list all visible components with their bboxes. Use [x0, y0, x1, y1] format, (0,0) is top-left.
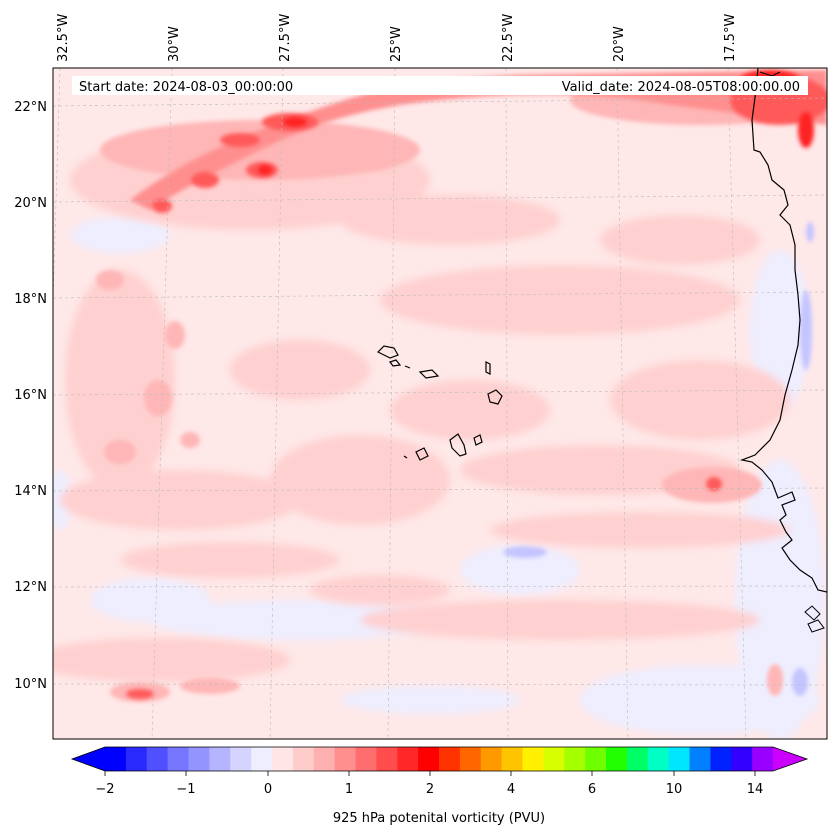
- cb-tick-label: 10: [666, 782, 683, 797]
- longitude-labels: 32.5°W 30°W 27.5°W 25°W 22.5°W 20°W 17.5…: [56, 14, 738, 62]
- colorbar-cell: [334, 747, 357, 771]
- lat-label-12n: 12°N: [14, 580, 47, 595]
- gridlines: [53, 68, 827, 739]
- africa-coastline: [739, 68, 827, 593]
- colorbar-cell: [272, 747, 294, 771]
- valid-date-box: [312, 76, 808, 95]
- cb-tick-label: 2: [426, 782, 434, 797]
- colorbar-cell: [480, 747, 503, 771]
- colorbar-cell: [251, 747, 273, 771]
- colorbar-cell: [543, 747, 565, 771]
- colorbar-extend-high: [773, 747, 807, 771]
- colorbar-cell: [313, 747, 336, 771]
- cb-tick-label: 14: [747, 782, 764, 797]
- colorbar-cell: [522, 747, 544, 771]
- colorbar-label: 925 hPa potenital vorticity (PVU): [333, 811, 545, 826]
- colorbar-cell: [292, 747, 315, 771]
- negative-strong-regions: [503, 222, 814, 696]
- light-positive-regions: [53, 130, 790, 682]
- colorbar-cell: [355, 747, 377, 771]
- island-maio: [473, 434, 483, 446]
- colorbar-ticks: −2 −1 0 1 2 4 6 10 14: [95, 771, 763, 797]
- lon-label-25w: 25°W: [389, 26, 404, 62]
- cb-tick-label: −1: [176, 782, 195, 797]
- colorbar-cell: [418, 747, 440, 771]
- colorbar-cell: [564, 747, 586, 771]
- colorbar-cell: [752, 747, 774, 771]
- lat-label-10n: 10°N: [14, 677, 47, 692]
- colorbar: −2 −1 0 1 2 4 6 10 14 925 hPa potenital …: [70, 746, 809, 826]
- colorbar-cell: [459, 747, 482, 771]
- lon-label-22-5w: 22.5°W: [501, 14, 516, 62]
- colorbar-extend-low: [72, 747, 105, 771]
- colorbar-cells: [105, 747, 774, 771]
- start-date-text: Start date: 2024-08-03_00:00:00: [79, 80, 293, 95]
- lon-label-27-5w: 27.5°W: [278, 14, 293, 62]
- latitude-labels: 22°N 20°N 18°N 16°N 14°N 12°N 10°N: [14, 100, 47, 692]
- colorbar-cell: [188, 747, 210, 771]
- island-sal: [485, 361, 491, 375]
- island-fogo: [415, 447, 429, 461]
- colorbar-cell: [689, 747, 711, 771]
- lat-label-18n: 18°N: [14, 292, 47, 307]
- cb-tick-label: 4: [507, 782, 515, 797]
- cb-tick-label: −2: [95, 782, 114, 797]
- colorbar-cell: [146, 747, 169, 771]
- pv-field: [53, 68, 827, 739]
- colorbar-cell: [397, 747, 419, 771]
- island-santiago: [449, 433, 467, 457]
- island-santo-antao: [376, 345, 399, 359]
- map-frame: [52, 67, 828, 740]
- colorbar-cell: [626, 747, 649, 771]
- lon-label-17-5w: 17.5°W: [723, 14, 738, 62]
- lat-label-16n: 16°N: [14, 388, 47, 403]
- lat-label-20n: 20°N: [14, 196, 47, 211]
- colorbar-cell: [105, 747, 127, 771]
- colorbar-cell: [230, 747, 252, 771]
- colorbar-cell: [125, 747, 148, 771]
- colorbar-cell: [167, 747, 190, 771]
- start-date-box: [72, 76, 312, 95]
- cb-tick-label: 0: [264, 782, 272, 797]
- colorbar-cell: [606, 747, 628, 771]
- lon-label-30w: 30°W: [167, 26, 182, 62]
- colorbar-cell: [501, 747, 524, 771]
- valid-date-text: Valid_date: 2024-08-05T08:00:00.00: [562, 80, 800, 95]
- lat-label-14n: 14°N: [14, 484, 47, 499]
- colorbar-cell: [647, 747, 670, 771]
- colorbar-cell: [439, 747, 461, 771]
- colorbar-cell: [668, 747, 691, 771]
- lon-label-20w: 20°W: [612, 26, 627, 62]
- colorbar-cell: [731, 747, 753, 771]
- header-annotations: Start date: 2024-08-03_00:00:00 Valid_da…: [72, 76, 808, 95]
- island-brava: [403, 455, 408, 459]
- island-sao-vicente: [389, 359, 402, 367]
- island-santa-luzia: [404, 365, 411, 369]
- cb-tick-label: 1: [345, 782, 353, 797]
- colorbar-cell: [376, 747, 398, 771]
- cape-verde-islands: [376, 345, 503, 461]
- lon-label-32-5w: 32.5°W: [56, 14, 71, 62]
- lat-label-22n: 22°N: [14, 100, 47, 115]
- cb-tick-label: 6: [588, 782, 596, 797]
- colorbar-cell: [209, 747, 231, 771]
- colorbar-cell: [710, 747, 732, 771]
- island-boa-vista: [487, 389, 503, 405]
- bijagos-islands: [804, 605, 825, 633]
- colorbar-cell: [585, 747, 607, 771]
- island-sao-nicolau: [418, 369, 440, 379]
